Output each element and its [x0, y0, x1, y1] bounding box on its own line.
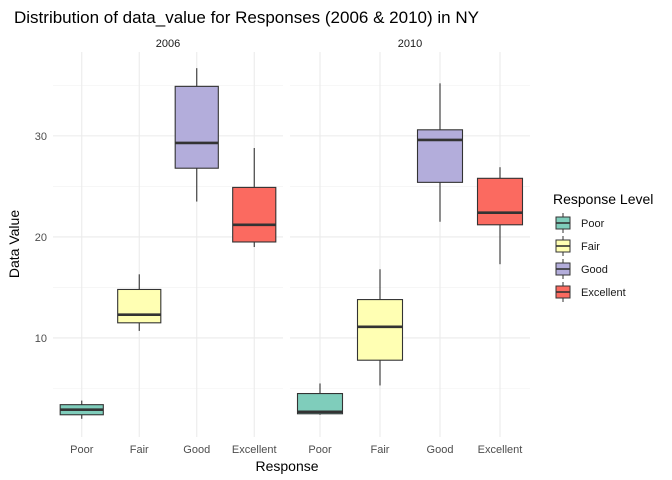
- legend-item-good: Good: [555, 259, 608, 279]
- legend-label: Fair: [581, 241, 600, 253]
- box-body: [416, 129, 464, 183]
- facet-label: 2010: [398, 38, 422, 50]
- x-tick-label: Fair: [371, 444, 390, 456]
- y-axis-title: Data Value: [6, 210, 22, 278]
- chart-title: Distribution of data_value for Responses…: [14, 8, 479, 27]
- y-tick-label: 30: [35, 131, 47, 143]
- legend-item-fair: Fair: [555, 236, 600, 256]
- facet-label: 2006: [156, 38, 180, 50]
- box-body: [174, 85, 219, 169]
- box-good: [416, 83, 464, 222]
- legend-label: Excellent: [581, 287, 626, 299]
- x-tick-label: Excellent: [478, 444, 523, 456]
- legend-label: Good: [581, 264, 608, 276]
- box-body: [476, 177, 524, 226]
- box-excellent: [476, 167, 524, 265]
- legend: Response Level Poor Fair Good Excellent: [553, 191, 653, 302]
- box-body: [232, 186, 277, 243]
- box-body: [117, 288, 162, 324]
- box-fair: [356, 269, 404, 386]
- box-excellent: [232, 147, 277, 248]
- x-tick-label: Excellent: [232, 444, 277, 456]
- x-tick-label: Poor: [70, 444, 94, 456]
- x-tick-label: Fair: [130, 444, 149, 456]
- legend-item-poor: Poor: [555, 213, 605, 233]
- legend-item-excellent: Excellent: [555, 282, 626, 302]
- legend-label: Poor: [581, 218, 605, 230]
- box-body: [356, 299, 404, 361]
- box-body: [296, 392, 344, 415]
- x-tick-label: Good: [427, 444, 454, 456]
- x-tick-label: Poor: [308, 444, 332, 456]
- x-tick-label: Good: [183, 444, 210, 456]
- y-tick-label: 20: [35, 232, 47, 244]
- x-axis-title: Response: [255, 458, 318, 474]
- legend-title: Response Level: [553, 191, 653, 207]
- box-good: [174, 68, 219, 202]
- box-poor: [59, 400, 104, 419]
- box-fair: [117, 274, 162, 331]
- y-tick-label: 10: [35, 333, 47, 345]
- box-poor: [296, 383, 344, 415]
